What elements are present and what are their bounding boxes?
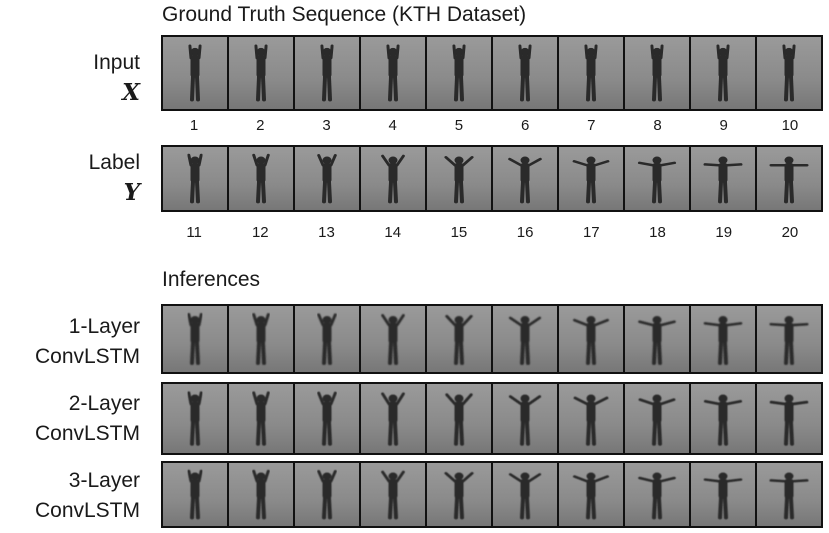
video-frame bbox=[229, 147, 293, 210]
frame-number: 1 bbox=[189, 117, 199, 134]
label-strip bbox=[161, 145, 823, 212]
video-frame bbox=[757, 37, 821, 109]
video-frame bbox=[493, 306, 557, 372]
video-frame bbox=[295, 463, 359, 526]
video-frame bbox=[757, 463, 821, 526]
frame-number: 12 bbox=[251, 224, 269, 241]
inference-row-3-label: 3-Layer ConvLSTM bbox=[35, 466, 140, 526]
video-frame bbox=[757, 306, 821, 372]
video-frame bbox=[229, 384, 293, 453]
video-frame bbox=[559, 306, 623, 372]
video-frame bbox=[361, 37, 425, 109]
video-frame bbox=[427, 306, 491, 372]
inference-strip-2 bbox=[161, 382, 823, 455]
video-frame bbox=[691, 463, 755, 526]
ground-truth-title: Ground Truth Sequence (KTH Dataset) bbox=[162, 3, 527, 26]
frame-number: 2 bbox=[256, 117, 265, 134]
video-frame bbox=[295, 384, 359, 453]
video-frame bbox=[361, 147, 425, 210]
inference-row-3-line2: ConvLSTM bbox=[34, 499, 140, 522]
frame-number: 11 bbox=[186, 224, 202, 241]
video-frame bbox=[493, 147, 557, 210]
video-frame bbox=[757, 384, 821, 453]
inference-row-1-label: 1-Layer ConvLSTM bbox=[35, 312, 140, 372]
video-frame bbox=[625, 463, 689, 526]
input-frame-numbers: 1 2 3 4 5 6 7 8 9 10 bbox=[161, 117, 823, 134]
inference-strip-3 bbox=[161, 461, 823, 528]
frame-number: 10 bbox=[781, 117, 799, 134]
video-frame bbox=[559, 37, 623, 109]
inference-row-2-line2: ConvLSTM bbox=[34, 422, 140, 445]
video-frame bbox=[163, 463, 227, 526]
frame-number: 9 bbox=[719, 117, 728, 134]
frame-number: 5 bbox=[454, 117, 464, 134]
video-frame bbox=[427, 384, 491, 453]
video-frame bbox=[691, 147, 755, 210]
frame-number: 17 bbox=[582, 224, 600, 241]
video-frame bbox=[427, 147, 491, 210]
input-row-label: Input X bbox=[93, 48, 140, 108]
label-frame-numbers: 11 12 13 14 15 16 17 18 19 20 bbox=[161, 224, 823, 241]
frame-number: 3 bbox=[322, 117, 331, 134]
frame-number: 18 bbox=[649, 224, 666, 241]
video-frame bbox=[493, 37, 557, 109]
inference-row-1-line1: 1-Layer bbox=[68, 315, 140, 338]
video-frame bbox=[691, 37, 755, 109]
video-frame bbox=[295, 306, 359, 372]
video-frame bbox=[163, 306, 227, 372]
video-frame bbox=[427, 37, 491, 109]
frame-number: 4 bbox=[388, 117, 397, 134]
video-frame bbox=[493, 463, 557, 526]
video-frame bbox=[625, 37, 689, 109]
frame-number: 7 bbox=[587, 117, 596, 134]
video-frame bbox=[229, 37, 293, 109]
video-frame bbox=[493, 384, 557, 453]
input-symbol: X bbox=[122, 79, 140, 106]
frame-number: 6 bbox=[520, 117, 530, 134]
video-frame bbox=[691, 384, 755, 453]
video-frame bbox=[625, 306, 689, 372]
video-frame bbox=[361, 384, 425, 453]
inferences-title: Inferences bbox=[162, 268, 261, 291]
input-label-text: Input bbox=[93, 51, 140, 74]
video-frame bbox=[559, 147, 623, 210]
video-frame bbox=[559, 384, 623, 453]
video-frame bbox=[625, 147, 689, 210]
video-frame bbox=[295, 37, 359, 109]
input-strip bbox=[161, 35, 823, 111]
frame-number: 8 bbox=[653, 117, 662, 134]
label-row-label: Label Y bbox=[89, 148, 140, 208]
label-symbol: Y bbox=[123, 179, 140, 206]
video-frame bbox=[163, 37, 227, 109]
frame-number: 14 bbox=[384, 224, 402, 241]
video-frame bbox=[691, 306, 755, 372]
label-label-text: Label bbox=[88, 151, 140, 174]
inference-row-1-line2: ConvLSTM bbox=[34, 345, 140, 368]
frame-number: 15 bbox=[450, 224, 468, 241]
frame-number: 19 bbox=[715, 224, 733, 241]
video-frame bbox=[559, 463, 623, 526]
video-frame bbox=[229, 306, 293, 372]
video-frame bbox=[295, 147, 359, 210]
video-frame bbox=[163, 384, 227, 453]
frame-number: 16 bbox=[516, 224, 534, 241]
video-frame bbox=[361, 306, 425, 372]
inference-row-2-line1: 2-Layer bbox=[68, 392, 140, 415]
video-frame bbox=[163, 147, 227, 210]
inference-strip-1 bbox=[161, 304, 823, 374]
video-frame bbox=[625, 384, 689, 453]
frame-number: 20 bbox=[781, 224, 799, 241]
video-frame bbox=[427, 463, 491, 526]
video-frame bbox=[229, 463, 293, 526]
video-frame bbox=[757, 147, 821, 210]
video-frame bbox=[361, 463, 425, 526]
inference-row-3-line1: 3-Layer bbox=[68, 469, 140, 492]
inference-row-2-label: 2-Layer ConvLSTM bbox=[35, 389, 140, 449]
frame-number: 13 bbox=[318, 224, 335, 241]
